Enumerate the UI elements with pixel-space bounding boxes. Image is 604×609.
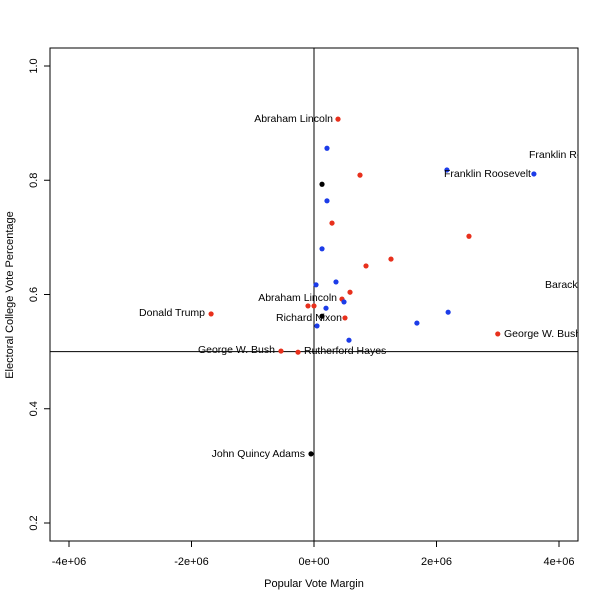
point-label: Abraham Lincoln — [258, 292, 337, 304]
point-label: John Quincy Adams — [212, 448, 305, 460]
point — [208, 311, 214, 317]
point — [333, 279, 339, 285]
point — [319, 181, 325, 187]
point — [305, 303, 311, 309]
point-label: Rutherford Hayes — [304, 345, 386, 357]
point-label: Abraham Lincoln — [254, 113, 333, 125]
point — [314, 323, 320, 329]
point — [295, 349, 301, 355]
point-label: George W. Bush — [504, 328, 581, 340]
x-tick-label: 4e+06 — [544, 556, 575, 568]
point — [324, 145, 330, 151]
point — [347, 289, 353, 295]
point — [388, 256, 394, 262]
point — [444, 167, 450, 173]
point — [445, 309, 451, 315]
point-label: George W. Bush — [198, 344, 275, 356]
point — [323, 305, 329, 311]
y-tick-label: 1.0 — [28, 58, 40, 73]
point — [357, 172, 363, 178]
plot-area: Abraham Lincoln Franklin Ro Franklin Roose… — [50, 48, 583, 541]
y-axis-title: Electoral College Vote Percentage — [4, 211, 16, 379]
x-tick-label: 2e+06 — [421, 556, 452, 568]
point-label: Richard Nixon — [276, 312, 342, 324]
point-label: Franklin Roosevelt — [444, 168, 531, 180]
y-tick-label: 0.2 — [28, 515, 40, 530]
point — [324, 198, 330, 204]
y-tick-label: 0.6 — [28, 287, 40, 302]
point — [319, 246, 325, 252]
point-label: Donald Trump — [139, 307, 205, 319]
y-tick-label: 0.4 — [28, 401, 40, 416]
point — [311, 303, 317, 309]
x-axis-title: Popular Vote Margin — [264, 578, 364, 590]
point — [341, 299, 347, 305]
point — [335, 116, 341, 122]
point — [278, 348, 284, 354]
point-label: Barack — [545, 279, 578, 291]
point — [495, 331, 501, 337]
point — [531, 171, 537, 177]
x-tick-label: -4e+06 — [52, 556, 87, 568]
point-label: Franklin Ro — [529, 149, 583, 161]
x-tick-label: -2e+06 — [174, 556, 209, 568]
point — [466, 233, 472, 239]
y-tick-label: 0.8 — [28, 173, 40, 188]
point — [313, 282, 319, 288]
point — [363, 263, 369, 269]
x-tick-label: 0e+00 — [299, 556, 330, 568]
point — [346, 337, 352, 343]
point — [342, 315, 348, 321]
point — [329, 220, 335, 226]
point — [414, 320, 420, 326]
point — [308, 451, 314, 457]
point — [319, 313, 325, 319]
